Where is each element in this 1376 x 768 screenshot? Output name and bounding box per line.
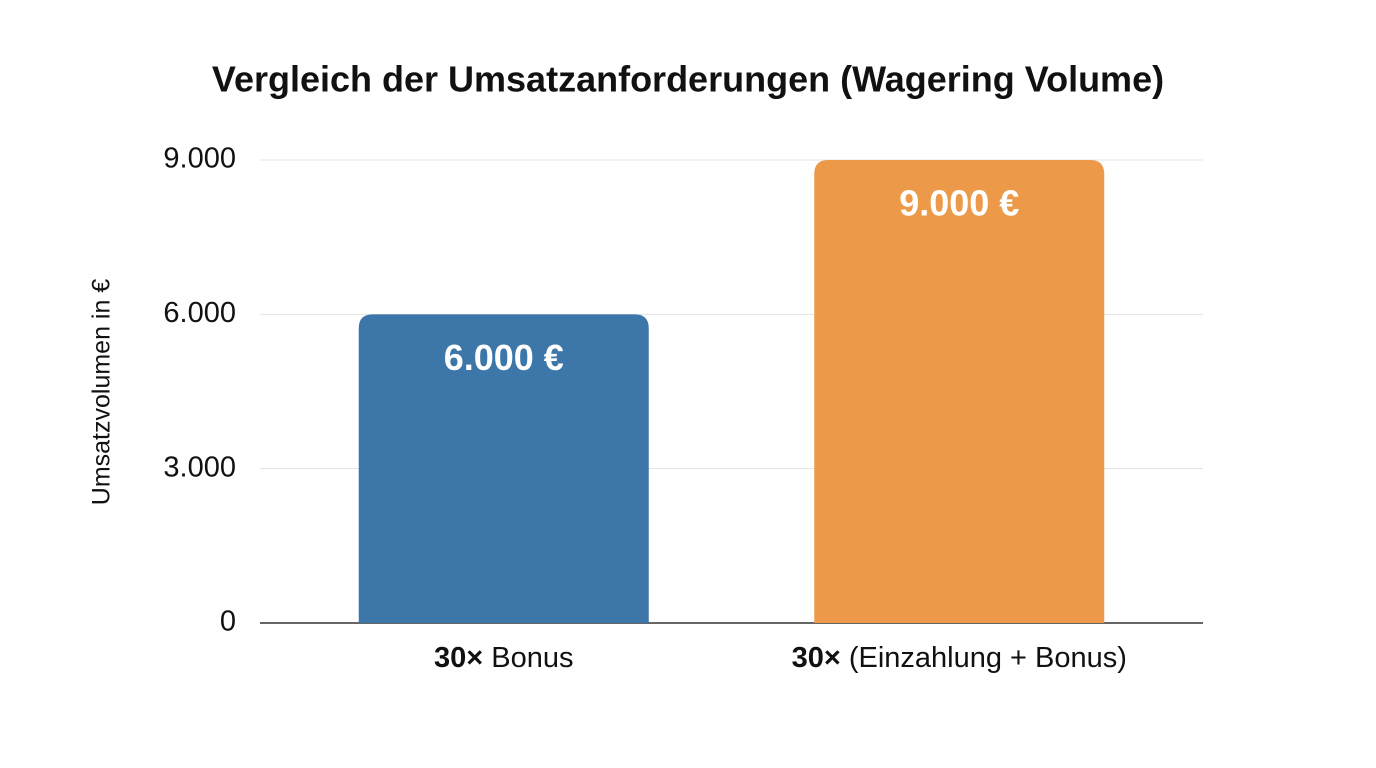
y-tick-label: 0 (220, 606, 236, 638)
y-tick-label: 9.000 (163, 143, 236, 175)
chart-title: Vergleich der Umsatzanforderungen (Wager… (212, 59, 1164, 100)
value-label: 6.000 € (444, 337, 564, 378)
bar (358, 314, 649, 623)
y-axis-label: Umsatzvolumen in € (88, 279, 116, 506)
value-label: 9.000 € (899, 183, 1019, 224)
y-tick-label: 3.000 (163, 451, 236, 483)
y-tick-label: 6.000 (163, 297, 236, 329)
x-tick-label: 30× (Einzahlung + Bonus) (792, 642, 1127, 674)
bar (814, 160, 1105, 623)
x-tick-label: 30× Bonus (434, 642, 574, 674)
